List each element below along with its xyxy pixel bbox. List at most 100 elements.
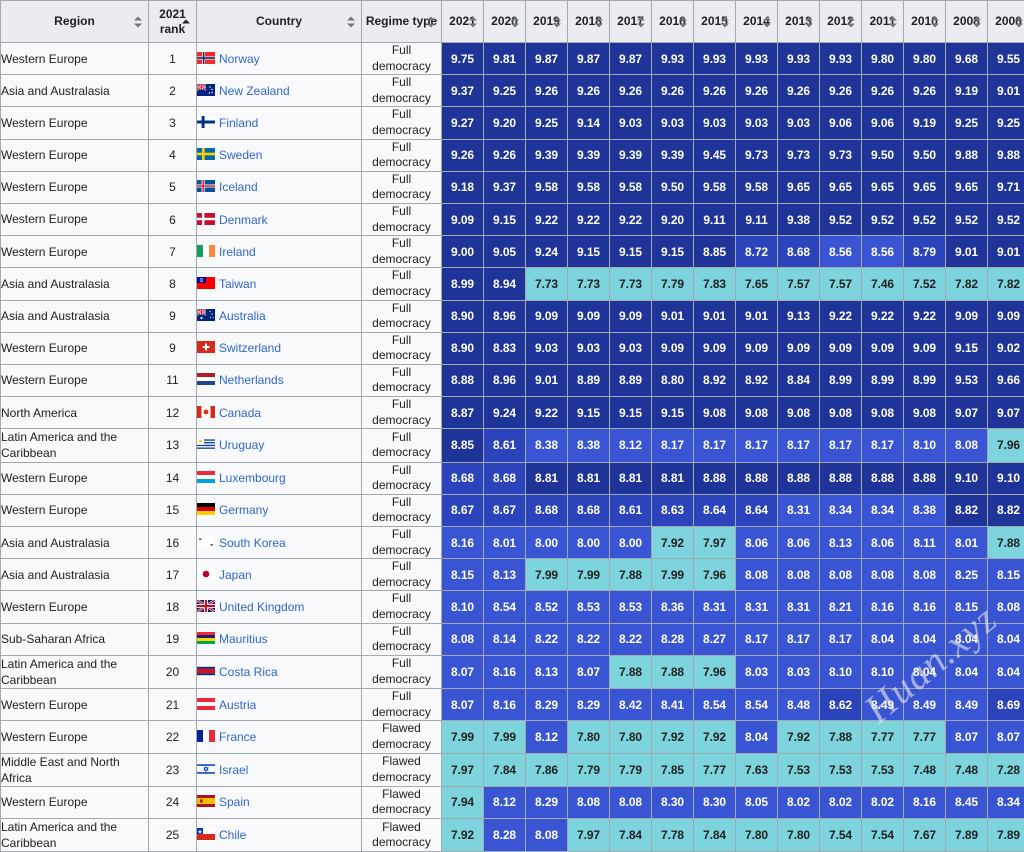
country-link[interactable]: Japan — [219, 568, 252, 582]
cell-score-2010: 9.09 — [904, 332, 946, 364]
country-link[interactable]: Spain — [219, 795, 250, 809]
country-link[interactable]: Costa Rica — [219, 665, 278, 679]
cell-score-2011: 9.80 — [862, 43, 904, 75]
cell-country: Canada — [197, 397, 362, 429]
cell-score-2014: 8.08 — [736, 559, 778, 591]
country-link[interactable]: Australia — [219, 309, 266, 323]
cell-score-2021: 9.75 — [442, 43, 484, 75]
column-header-2010[interactable]: 2010 — [904, 1, 946, 43]
country-link[interactable]: Iceland — [219, 180, 258, 194]
cell-score-2015: 9.11 — [694, 203, 736, 235]
column-header-2017[interactable]: 2017 — [610, 1, 652, 43]
country-link[interactable]: South Korea — [219, 536, 286, 550]
cell-score-2016: 9.15 — [652, 236, 694, 268]
column-header-2006[interactable]: 2006 — [988, 1, 1024, 43]
cell-score-2013: 9.38 — [778, 203, 820, 235]
country-link[interactable]: Taiwan — [219, 277, 256, 291]
sort-toggle-icon[interactable] — [973, 16, 982, 27]
country-link[interactable]: Mauritius — [219, 632, 268, 646]
cell-score-2015: 7.83 — [694, 268, 736, 300]
sort-ascending-icon[interactable] — [182, 19, 191, 24]
country-link[interactable]: New Zealand — [219, 84, 290, 98]
country-link[interactable]: Luxembourg — [219, 471, 286, 485]
column-header-2013[interactable]: 2013 — [778, 1, 820, 43]
cell-score-2021: 7.99 — [442, 721, 484, 753]
sort-toggle-icon[interactable] — [134, 16, 143, 27]
sort-toggle-icon[interactable] — [427, 16, 436, 27]
country-link[interactable]: Uruguay — [219, 438, 264, 452]
column-header-rank[interactable]: 2021 rank — [149, 1, 197, 43]
country-link[interactable]: Germany — [219, 503, 268, 517]
column-header-2014[interactable]: 2014 — [736, 1, 778, 43]
cell-score-2008: 8.07 — [946, 721, 988, 753]
country-link[interactable]: Chile — [219, 828, 246, 842]
sort-toggle-icon[interactable] — [1015, 16, 1024, 27]
cell-score-2011: 8.06 — [862, 527, 904, 559]
cell-score-2015: 9.93 — [694, 43, 736, 75]
country-link[interactable]: Finland — [219, 116, 258, 130]
column-header-2021[interactable]: 2021 — [442, 1, 484, 43]
column-header-regime[interactable]: Regime type — [362, 1, 442, 43]
column-header-2008[interactable]: 2008 — [946, 1, 988, 43]
cell-score-2018: 8.22 — [568, 623, 610, 655]
cell-score-2018: 9.22 — [568, 203, 610, 235]
country-link[interactable]: Netherlands — [219, 373, 284, 387]
sort-toggle-icon[interactable] — [347, 16, 356, 27]
column-header-2012[interactable]: 2012 — [820, 1, 862, 43]
country-link[interactable]: Norway — [219, 52, 260, 66]
column-header-region[interactable]: Region — [1, 1, 149, 43]
flag-icon-nz — [197, 84, 215, 96]
sort-toggle-icon[interactable] — [511, 16, 520, 27]
cell-score-2017: 9.03 — [610, 332, 652, 364]
country-link[interactable]: Israel — [219, 763, 248, 777]
country-link[interactable]: Ireland — [219, 245, 256, 259]
column-header-2011[interactable]: 2011 — [862, 1, 904, 43]
sort-toggle-icon[interactable] — [595, 16, 604, 27]
country-link[interactable]: France — [219, 730, 256, 744]
column-header-2015[interactable]: 2015 — [694, 1, 736, 43]
country-link[interactable]: Denmark — [219, 213, 268, 227]
cell-rank: 9 — [149, 300, 197, 332]
cell-score-2010: 9.08 — [904, 397, 946, 429]
cell-score-2013: 8.48 — [778, 689, 820, 721]
column-header-2016[interactable]: 2016 — [652, 1, 694, 43]
sort-toggle-icon[interactable] — [721, 16, 730, 27]
country-link[interactable]: Switzerland — [219, 341, 281, 355]
cell-score-2018: 8.00 — [568, 527, 610, 559]
sort-toggle-icon[interactable] — [679, 16, 688, 27]
cell-score-2021: 9.26 — [442, 139, 484, 171]
cell-region: Western Europe — [1, 236, 149, 268]
cell-region: Asia and Australasia — [1, 268, 149, 300]
sort-toggle-icon[interactable] — [553, 16, 562, 27]
cell-score-2019: 7.73 — [526, 268, 568, 300]
cell-score-2012: 9.52 — [820, 203, 862, 235]
sort-toggle-icon[interactable] — [637, 16, 646, 27]
column-header-2019[interactable]: 2019 — [526, 1, 568, 43]
country-link[interactable]: United Kingdom — [219, 600, 304, 614]
cell-rank: 14 — [149, 462, 197, 494]
sort-toggle-icon[interactable] — [469, 16, 478, 27]
column-header-country[interactable]: Country — [197, 1, 362, 43]
cell-score-2008: 9.10 — [946, 462, 988, 494]
sort-toggle-icon[interactable] — [805, 16, 814, 27]
cell-score-2014: 8.92 — [736, 364, 778, 396]
cell-regime-type: Full democracy — [362, 494, 442, 526]
column-header-2018[interactable]: 2018 — [568, 1, 610, 43]
country-link[interactable]: Sweden — [219, 148, 262, 162]
sort-toggle-icon[interactable] — [763, 16, 772, 27]
country-link[interactable]: Austria — [219, 698, 256, 712]
column-header-2020[interactable]: 2020 — [484, 1, 526, 43]
cell-regime-type: Full democracy — [362, 268, 442, 300]
sort-toggle-icon[interactable] — [931, 16, 940, 27]
sort-toggle-icon[interactable] — [889, 16, 898, 27]
sort-toggle-icon[interactable] — [847, 16, 856, 27]
country-link[interactable]: Canada — [219, 406, 261, 420]
cell-score-2008: 9.15 — [946, 332, 988, 364]
cell-score-2021: 8.15 — [442, 559, 484, 591]
cell-country: Israel — [197, 753, 362, 786]
cell-country: Iceland — [197, 171, 362, 203]
cell-score-2017: 9.39 — [610, 139, 652, 171]
